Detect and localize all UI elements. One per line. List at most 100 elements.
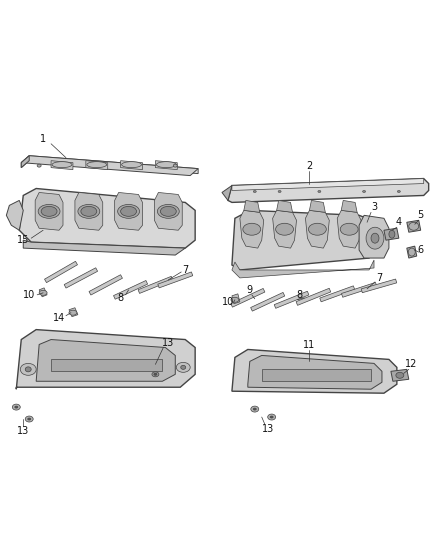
Polygon shape xyxy=(391,369,409,381)
Text: 9: 9 xyxy=(247,285,253,295)
Ellipse shape xyxy=(41,206,57,216)
Polygon shape xyxy=(115,192,142,230)
Ellipse shape xyxy=(38,204,60,219)
Polygon shape xyxy=(309,200,325,212)
Text: 12: 12 xyxy=(405,359,417,369)
Ellipse shape xyxy=(122,161,141,168)
Ellipse shape xyxy=(78,204,100,219)
Polygon shape xyxy=(251,293,285,311)
Polygon shape xyxy=(262,369,371,381)
Ellipse shape xyxy=(160,206,176,216)
Polygon shape xyxy=(244,200,260,212)
Polygon shape xyxy=(7,200,23,230)
Ellipse shape xyxy=(389,230,395,238)
Polygon shape xyxy=(21,156,198,175)
Polygon shape xyxy=(231,288,265,307)
Polygon shape xyxy=(232,211,381,270)
Ellipse shape xyxy=(20,364,36,375)
Text: 6: 6 xyxy=(418,245,424,255)
Ellipse shape xyxy=(39,290,47,295)
Ellipse shape xyxy=(251,406,259,412)
Text: 10: 10 xyxy=(23,290,35,300)
Ellipse shape xyxy=(181,365,186,369)
Polygon shape xyxy=(39,288,47,297)
Ellipse shape xyxy=(152,372,159,377)
Ellipse shape xyxy=(176,362,190,373)
Text: 13: 13 xyxy=(17,426,29,436)
Polygon shape xyxy=(35,192,63,230)
Ellipse shape xyxy=(253,190,256,192)
Polygon shape xyxy=(36,340,175,381)
Polygon shape xyxy=(342,282,377,297)
Ellipse shape xyxy=(118,204,140,219)
Polygon shape xyxy=(45,261,78,282)
Ellipse shape xyxy=(231,297,239,302)
Polygon shape xyxy=(155,160,177,169)
Ellipse shape xyxy=(15,406,18,408)
Polygon shape xyxy=(21,156,198,174)
Ellipse shape xyxy=(397,190,400,192)
Ellipse shape xyxy=(318,190,321,192)
Text: 4: 4 xyxy=(396,217,402,227)
Polygon shape xyxy=(23,240,185,255)
Polygon shape xyxy=(248,356,382,389)
Polygon shape xyxy=(320,286,355,302)
Ellipse shape xyxy=(363,190,366,192)
Ellipse shape xyxy=(396,373,404,378)
Ellipse shape xyxy=(25,367,31,372)
Text: 7: 7 xyxy=(376,273,382,283)
Ellipse shape xyxy=(276,223,293,235)
Polygon shape xyxy=(232,179,424,190)
Ellipse shape xyxy=(253,408,256,410)
Polygon shape xyxy=(51,160,73,169)
Polygon shape xyxy=(232,294,240,304)
Ellipse shape xyxy=(173,164,177,167)
Ellipse shape xyxy=(371,233,379,243)
Polygon shape xyxy=(361,279,397,293)
Polygon shape xyxy=(341,200,357,212)
Ellipse shape xyxy=(157,204,179,219)
Text: 5: 5 xyxy=(417,211,424,220)
Ellipse shape xyxy=(243,223,261,235)
Text: 7: 7 xyxy=(182,265,188,275)
Ellipse shape xyxy=(268,414,276,420)
Polygon shape xyxy=(274,291,309,308)
Ellipse shape xyxy=(120,206,137,216)
Polygon shape xyxy=(277,200,293,212)
Ellipse shape xyxy=(12,404,20,410)
Ellipse shape xyxy=(52,161,72,168)
Text: 3: 3 xyxy=(371,203,377,212)
Polygon shape xyxy=(228,179,429,203)
Polygon shape xyxy=(273,211,297,248)
Ellipse shape xyxy=(69,310,77,315)
Polygon shape xyxy=(240,211,264,248)
Text: 8: 8 xyxy=(297,290,303,300)
Polygon shape xyxy=(113,280,148,299)
Text: 8: 8 xyxy=(117,293,124,303)
Polygon shape xyxy=(51,359,162,372)
Polygon shape xyxy=(21,156,29,168)
Ellipse shape xyxy=(25,416,33,422)
Polygon shape xyxy=(158,272,193,288)
Text: 2: 2 xyxy=(306,160,313,171)
Polygon shape xyxy=(89,274,123,295)
Polygon shape xyxy=(359,215,389,258)
Ellipse shape xyxy=(81,206,97,216)
Ellipse shape xyxy=(278,190,281,192)
Ellipse shape xyxy=(87,161,107,168)
Ellipse shape xyxy=(37,164,41,167)
Polygon shape xyxy=(384,228,399,240)
Polygon shape xyxy=(86,160,108,169)
Polygon shape xyxy=(64,268,98,288)
Ellipse shape xyxy=(308,223,326,235)
Polygon shape xyxy=(19,189,195,248)
Polygon shape xyxy=(305,211,329,248)
Ellipse shape xyxy=(270,416,273,418)
Polygon shape xyxy=(337,211,361,248)
Polygon shape xyxy=(222,185,232,200)
Polygon shape xyxy=(232,260,374,278)
Text: 10: 10 xyxy=(222,297,234,307)
Ellipse shape xyxy=(340,223,358,235)
Text: 13: 13 xyxy=(162,337,174,348)
Polygon shape xyxy=(296,288,331,305)
